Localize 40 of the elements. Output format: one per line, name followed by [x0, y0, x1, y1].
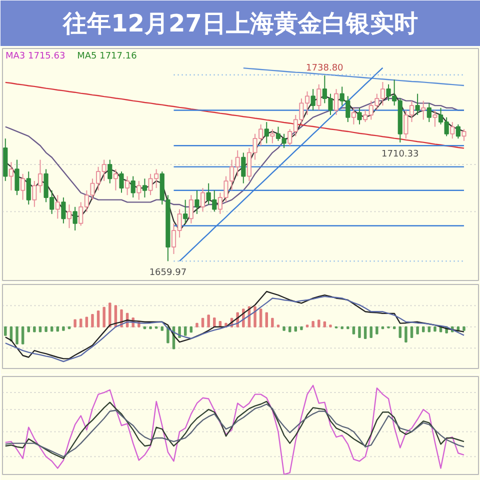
candlestick	[264, 122, 269, 144]
candlestick	[270, 128, 275, 144]
candlestick	[119, 171, 124, 194]
candlestick	[108, 159, 112, 184]
chart-title: 往年12月27日上海黄金白银实时	[62, 10, 418, 38]
candlestick	[66, 204, 72, 229]
candlestick	[183, 199, 188, 224]
candlestick	[188, 194, 194, 224]
candlestick	[450, 122, 455, 140]
candlestick	[334, 88, 339, 116]
candlestick	[26, 171, 31, 206]
text: MA5 1717.16	[77, 52, 138, 62]
annotation: 1710.33	[382, 149, 419, 160]
candlestick	[142, 178, 148, 198]
candlestick	[194, 190, 200, 214]
candlestick	[432, 110, 438, 128]
candlestick	[20, 173, 26, 200]
candlestick	[421, 100, 426, 120]
candlestick	[316, 84, 322, 111]
candlestick	[136, 180, 142, 200]
text: MA3 1715.63	[6, 52, 66, 62]
candlestick	[55, 194, 60, 220]
candlestick	[8, 162, 14, 191]
candlestick	[426, 102, 432, 123]
candlestick	[357, 107, 362, 125]
candlestick	[241, 152, 246, 184]
candlestick	[351, 107, 356, 125]
candlestick	[130, 176, 136, 198]
candlestick	[310, 88, 316, 111]
candlestick	[415, 93, 420, 116]
annotation: 1659.97	[149, 268, 187, 278]
candlestick	[456, 124, 460, 140]
candlestick	[14, 159, 20, 196]
candlestick	[125, 176, 130, 196]
candlestick	[61, 196, 66, 224]
candlestick	[72, 206, 78, 231]
candlestick	[462, 128, 466, 142]
candlestick	[113, 168, 118, 191]
annotation: 1738.80	[306, 63, 344, 74]
candlestick	[200, 188, 206, 212]
